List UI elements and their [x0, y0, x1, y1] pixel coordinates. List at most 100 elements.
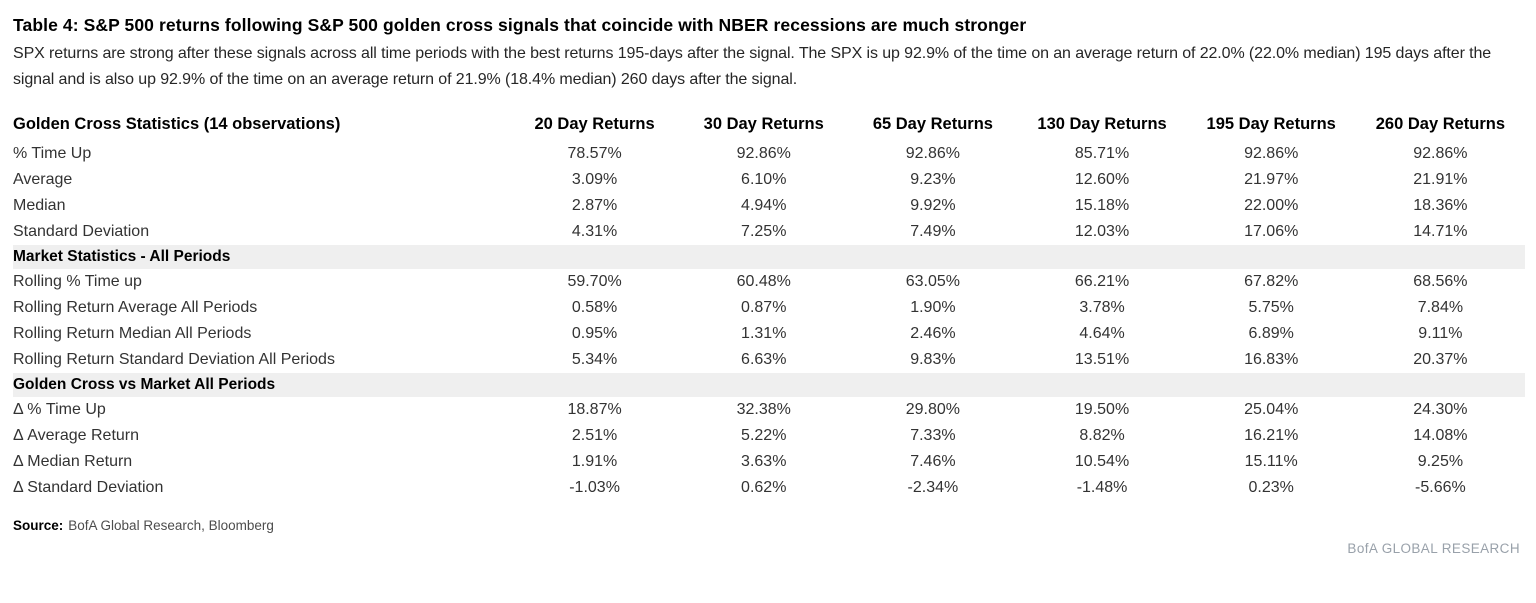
row-label: Rolling Return Median All Periods: [13, 325, 252, 342]
cell-value: 92.86%: [736, 145, 791, 162]
table-row: Standard Deviation 4.31% 7.25% 7.49% 12.03% 1…: [13, 219, 1525, 245]
cell-value: 1.31%: [741, 325, 787, 342]
cell-value: 68.56%: [1413, 273, 1468, 290]
row-label: Δ Median Return: [13, 453, 133, 470]
cell-value: 66.21%: [1074, 273, 1130, 290]
table-row: Rolling Return Average All Periods 0.58% 0…: [13, 295, 1525, 321]
cell-value: 21.91%: [1413, 171, 1468, 188]
cell-value: 9.11%: [1418, 325, 1463, 342]
cell-value: 4.31%: [571, 223, 618, 240]
cell-value: 14.71%: [1413, 223, 1468, 240]
cell-value: 63.05%: [905, 273, 961, 290]
cell-value: 13.51%: [1074, 351, 1130, 368]
source-line: Source: BofA Global Research, Bloomberg: [13, 518, 1522, 533]
table-row: Δ Median Return 1.91% 3.63% 7.46% 10.54% 15.1…: [13, 449, 1525, 475]
cell-value: 2.46%: [910, 325, 956, 342]
table-row: % Time Up 78.57% 92.86% 92.86% 85.71% 92.86% 9…: [13, 141, 1525, 167]
cell-value: 7.49%: [910, 223, 956, 240]
stats-table: Golden Cross Statistics (14 observations…: [13, 113, 1525, 501]
cell-value: 12.03%: [1074, 223, 1130, 240]
section-header-row: Golden Cross vs Market All Periods: [13, 373, 1525, 397]
period-column-header: 65 Day Returns: [872, 115, 993, 133]
cell-value: 14.08%: [1413, 427, 1468, 444]
cell-value: 10.54%: [1074, 453, 1130, 470]
cell-value: 0.95%: [571, 325, 618, 342]
cell-value: 32.38%: [736, 401, 791, 418]
cell-value: 29.80%: [905, 401, 961, 418]
table-row: Δ Standard Deviation -1.03% 0.62% -2.34% -1.…: [13, 475, 1525, 501]
table-row: Δ Average Return 2.51% 5.22% 7.33% 8.82% 16.2…: [13, 423, 1525, 449]
cell-value: 15.18%: [1074, 197, 1130, 214]
cell-value: 67.82%: [1244, 273, 1299, 290]
cell-value: 0.58%: [571, 299, 618, 316]
cell-value: 92.86%: [1244, 145, 1299, 162]
cell-value: 20.37%: [1413, 351, 1468, 368]
cell-value: 9.23%: [910, 171, 956, 188]
cell-value: 1.90%: [910, 299, 956, 316]
cell-value: 2.87%: [571, 197, 618, 214]
section-header-label: Golden Cross vs Market All Periods: [13, 373, 1525, 397]
cell-value: 8.82%: [1079, 427, 1125, 444]
cell-value: 6.10%: [741, 171, 787, 188]
cell-value: 15.11%: [1244, 453, 1298, 470]
cell-value: 85.71%: [1074, 145, 1130, 162]
period-column-header: 260 Day Returns: [1375, 115, 1506, 133]
period-column-header: 195 Day Returns: [1206, 115, 1336, 133]
cell-value: 60.48%: [736, 273, 791, 290]
cell-value: 9.83%: [910, 351, 956, 368]
cell-value: 0.23%: [1248, 479, 1294, 496]
cell-value: 1.91%: [571, 453, 618, 470]
cell-value: 6.63%: [741, 351, 787, 368]
cell-value: 24.30%: [1413, 401, 1468, 418]
cell-value: 7.84%: [1417, 299, 1464, 316]
cell-value: 7.46%: [910, 453, 956, 470]
table-row: Rolling Return Median All Periods 0.95% 1.…: [13, 321, 1525, 347]
cell-value: 18.36%: [1413, 197, 1468, 214]
period-column-header: 20 Day Returns: [534, 115, 655, 133]
table-row: Rolling Return Standard Deviation All Pe…: [13, 347, 1525, 373]
cell-value: 4.94%: [741, 197, 787, 214]
cell-value: 5.22%: [741, 427, 787, 444]
row-label: Δ Average Return: [13, 427, 140, 444]
table-row: Rolling % Time up 59.70% 60.48% 63.05% 66.21…: [13, 269, 1525, 295]
source-text: BofA Global Research, Bloomberg: [68, 518, 274, 533]
cell-value: 3.78%: [1079, 299, 1125, 316]
cell-value: 19.50%: [1074, 401, 1130, 418]
cell-value: 12.60%: [1074, 171, 1130, 188]
row-label: Δ Standard Deviation: [13, 479, 164, 496]
cell-value: 7.25%: [741, 223, 787, 240]
table-row: Δ % Time Up 18.87% 32.38% 29.80% 19.50% 25.04…: [13, 397, 1525, 423]
cell-value: 16.21%: [1244, 427, 1299, 444]
row-label-column-header: Golden Cross Statistics (14 observations…: [13, 115, 341, 133]
cell-value: 0.62%: [741, 479, 787, 496]
row-label: % Time Up: [13, 145, 92, 162]
row-label: Rolling Return Average All Periods: [13, 299, 258, 316]
table-row: Average 3.09% 6.10% 9.23% 12.60% 21.97% 21.91%: [13, 167, 1525, 193]
row-label: Average: [13, 171, 73, 188]
cell-value: -5.66%: [1415, 479, 1466, 496]
cell-value: -2.34%: [907, 479, 959, 496]
cell-value: 92.86%: [905, 145, 961, 162]
cell-value: 4.64%: [1079, 325, 1125, 342]
cell-value: 3.09%: [571, 171, 618, 188]
cell-value: 7.33%: [910, 427, 956, 444]
cell-value: 2.51%: [571, 427, 618, 444]
cell-value: 22.00%: [1244, 197, 1299, 214]
cell-value: 6.89%: [1248, 325, 1294, 342]
cell-value: 78.57%: [567, 145, 622, 162]
period-column-header: 30 Day Returns: [703, 115, 824, 133]
cell-value: 59.70%: [567, 273, 622, 290]
table-header-row: Golden Cross Statistics (14 observations…: [13, 113, 1525, 141]
cell-value: 21.97%: [1244, 171, 1299, 188]
cell-value: 92.86%: [1413, 145, 1468, 162]
cell-value: 9.25%: [1417, 453, 1464, 470]
row-label: Δ % Time Up: [13, 401, 106, 418]
table-title: Table 4: S&P 500 returns following S&P 5…: [13, 15, 1027, 35]
cell-value: 0.87%: [741, 299, 787, 316]
row-label: Rolling % Time up: [13, 273, 142, 290]
table-body: % Time Up 78.57% 92.86% 92.86% 85.71% 92.86% 9…: [13, 141, 1525, 501]
table-row: Median 2.87% 4.94% 9.92% 15.18% 22.00% 18.36%: [13, 193, 1525, 219]
cell-value: -1.48%: [1076, 479, 1128, 496]
cell-value: 16.83%: [1244, 351, 1299, 368]
